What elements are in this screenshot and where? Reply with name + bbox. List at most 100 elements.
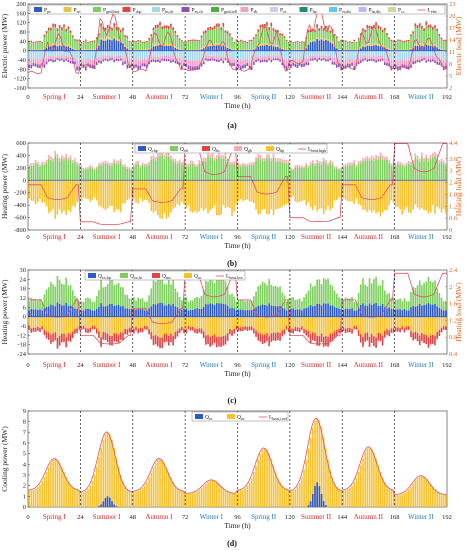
bar <box>410 307 412 317</box>
bar <box>52 305 54 317</box>
bar <box>296 59 299 65</box>
bar <box>244 40 246 43</box>
bar <box>298 58 301 63</box>
bar <box>283 329 286 335</box>
bar <box>45 162 48 181</box>
bar <box>218 483 220 507</box>
bar <box>394 162 397 166</box>
bar <box>152 180 155 213</box>
bar <box>172 158 174 162</box>
legend-label: Qms <box>162 274 171 281</box>
bar <box>32 162 35 166</box>
bar <box>270 158 273 162</box>
bar <box>80 58 83 64</box>
bar <box>305 57 308 63</box>
bar <box>327 316 329 337</box>
x-tick-label: 120 <box>285 362 295 369</box>
y-tick-label: 6 <box>23 440 27 447</box>
bar <box>41 161 44 165</box>
bar <box>106 432 109 507</box>
bar <box>226 286 229 306</box>
bar <box>373 180 375 211</box>
bar <box>340 49 342 50</box>
bar <box>320 55 323 59</box>
bar <box>215 482 218 507</box>
bar <box>126 308 129 317</box>
bar <box>117 180 120 210</box>
y-tick-label: -6 <box>21 323 27 330</box>
bar <box>124 50 126 58</box>
bar <box>386 316 388 330</box>
bar <box>266 333 268 342</box>
bar <box>229 180 231 209</box>
bar <box>237 162 240 166</box>
bar <box>263 304 266 317</box>
bar <box>43 34 46 37</box>
bar <box>263 161 266 181</box>
bar <box>353 60 356 67</box>
bar <box>194 492 196 507</box>
bar <box>442 160 445 164</box>
x-tick-label: 168 <box>390 234 400 241</box>
bar <box>115 40 118 51</box>
x-tick-label: 0 <box>26 362 29 369</box>
bar <box>379 316 382 334</box>
bar <box>67 59 70 63</box>
bar <box>279 286 281 306</box>
bar <box>183 297 185 309</box>
bar <box>133 41 135 50</box>
bar <box>355 310 358 317</box>
bar <box>388 50 390 59</box>
bar <box>98 35 100 45</box>
x-tick-label: 24 <box>77 234 84 241</box>
bar <box>351 485 353 507</box>
bar <box>165 28 168 44</box>
bar <box>333 62 336 65</box>
bar <box>248 310 251 317</box>
bar <box>52 333 54 342</box>
bar <box>338 42 340 50</box>
bar <box>109 180 111 206</box>
bar <box>172 44 174 47</box>
bar <box>329 469 332 507</box>
bar <box>65 31 68 45</box>
bar <box>405 59 408 66</box>
bar <box>102 50 105 57</box>
bar <box>104 27 107 31</box>
bar <box>76 164 78 181</box>
bar <box>373 50 375 56</box>
bar <box>117 304 120 317</box>
bar <box>344 297 347 309</box>
bar <box>257 306 260 317</box>
y-tick-label: -80 <box>17 66 26 73</box>
bar <box>163 333 166 343</box>
bar <box>165 55 168 60</box>
bar <box>373 45 375 51</box>
bar <box>316 335 318 346</box>
bar <box>259 333 262 342</box>
bar <box>425 154 428 159</box>
bar <box>82 41 85 43</box>
bar <box>82 49 85 51</box>
bar <box>285 316 288 327</box>
bar <box>50 282 52 305</box>
bar <box>248 40 251 42</box>
bar <box>325 59 327 62</box>
bar <box>222 60 225 64</box>
bar <box>296 42 299 50</box>
bar <box>87 167 89 170</box>
bar <box>209 58 212 61</box>
bar <box>388 38 390 49</box>
bar <box>191 316 194 327</box>
bar <box>87 180 89 200</box>
bar <box>381 32 384 46</box>
bar <box>65 277 68 304</box>
bar <box>401 59 404 65</box>
bar <box>163 463 166 507</box>
bar <box>150 472 153 507</box>
bar <box>207 55 209 60</box>
bar <box>130 49 133 51</box>
bar <box>342 59 345 66</box>
y-tick-label: 24 <box>20 276 27 283</box>
bar <box>442 180 445 210</box>
